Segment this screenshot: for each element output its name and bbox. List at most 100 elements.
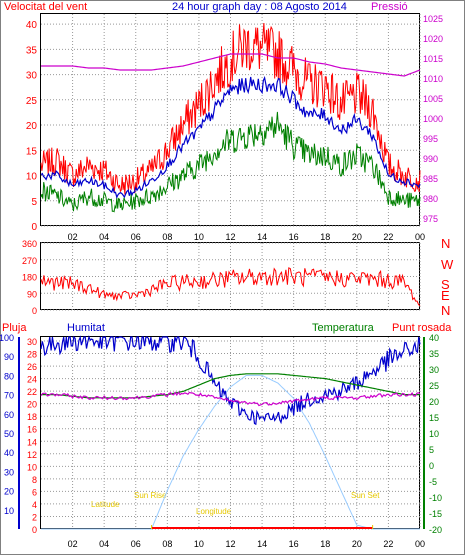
pressure-tick-label: 980 xyxy=(423,194,438,204)
rain-tick-label: 4 xyxy=(32,500,37,510)
time-tick-label: 00 xyxy=(415,232,425,242)
humidity-tick-label: 80 xyxy=(4,371,14,381)
time-tick-label: 20 xyxy=(352,232,362,242)
wind-average-series xyxy=(40,75,421,199)
wind-speed-tick-label: 0 xyxy=(31,222,37,233)
time-tick-label: 18 xyxy=(320,539,330,549)
humidity-tick-label: 60 xyxy=(4,410,14,420)
latitude-annotation: Latitude xyxy=(91,500,120,509)
time-tick-label: 02 xyxy=(68,232,78,242)
wind-speed-label: Velocitat del vent xyxy=(4,1,87,13)
rain-tick-label: 24 xyxy=(27,375,37,385)
temperature-tick-label: 40 xyxy=(429,333,439,343)
time-tick-label: 12 xyxy=(225,539,235,549)
direction-tick-label: 360 xyxy=(22,239,37,249)
dewpoint-series xyxy=(40,391,421,407)
temperature-tick-label: -10 xyxy=(429,493,442,503)
pressure-tick-label: 1010 xyxy=(423,74,443,84)
humidity-tick-label: 30 xyxy=(4,467,14,477)
pressure-series xyxy=(41,53,421,77)
time-tick-label: 22 xyxy=(383,232,393,242)
time-tick-label: 16 xyxy=(289,232,299,242)
pressure-tick-label: 975 xyxy=(423,214,438,224)
sunset-annotation: Sun Set xyxy=(351,491,380,500)
temperature-tick-label: 25 xyxy=(429,381,439,391)
time-tick-label: 14 xyxy=(257,539,267,549)
compass-south: S xyxy=(441,277,450,292)
temperature-tick-label: 20 xyxy=(429,397,439,407)
graph-title: 24 hour graph day : 08 Agosto 2014 xyxy=(172,1,347,13)
temperature-label: Temperatura xyxy=(312,322,375,334)
time-tick-label: 12 xyxy=(225,232,235,242)
humidity-tick-label: 70 xyxy=(4,391,14,401)
rain-tick-label: 14 xyxy=(27,437,37,447)
direction-tick-label: 0 xyxy=(32,306,37,316)
humidity-tick-label: 40 xyxy=(4,448,14,458)
temperature-tick-label: 10 xyxy=(429,429,439,439)
pressure-tick-label: 1005 xyxy=(423,94,443,104)
wind-speed-tick-label: 35 xyxy=(26,45,38,56)
pressure-tick-label: 985 xyxy=(423,174,438,184)
temperature-series xyxy=(41,373,420,399)
time-tick-label: 20 xyxy=(352,539,362,549)
time-tick-label: 06 xyxy=(131,232,141,242)
time-tick-label: 22 xyxy=(383,539,393,549)
temperature-tick-label: 35 xyxy=(429,349,439,359)
pressure-tick-label: 995 xyxy=(423,134,438,144)
compass-north-bottom: N xyxy=(441,303,450,318)
sunrise-annotation: Sun Rise xyxy=(134,491,167,500)
temperature-tick-label: 30 xyxy=(429,365,439,375)
wind-gust-series xyxy=(40,22,421,195)
time-tick-label: 10 xyxy=(194,539,204,549)
rain-tick-label: 16 xyxy=(27,425,37,435)
time-tick-label: 02 xyxy=(68,539,78,549)
pressure-tick-label: 1020 xyxy=(423,34,443,44)
temperature-tick-label: 15 xyxy=(429,413,439,423)
time-tick-label: 08 xyxy=(162,539,172,549)
direction-tick-label: 270 xyxy=(22,256,37,266)
rain-tick-label: 26 xyxy=(27,362,37,372)
direction-tick-label: 180 xyxy=(22,273,37,283)
wind-speed-tick-label: 25 xyxy=(26,96,38,107)
wind-direction-series xyxy=(40,267,421,307)
humidity-tick-label: 50 xyxy=(4,429,14,439)
pressure-label: Pressió xyxy=(371,1,408,13)
temperature-tick-label: -20 xyxy=(429,525,442,535)
pressure-tick-label: 1015 xyxy=(423,54,443,64)
humidity-tick-label: 100 xyxy=(0,333,14,343)
wind-low-series xyxy=(40,111,421,213)
wind-speed-tick-label: 10 xyxy=(26,172,38,183)
rain-tick-label: 18 xyxy=(27,412,37,422)
time-tick-label: 14 xyxy=(257,232,267,242)
longitude-annotation: Longitude xyxy=(196,507,232,516)
wind-speed-tick-label: 5 xyxy=(31,197,37,208)
humidity-tick-label: 90 xyxy=(4,352,14,362)
temperature-tick-label: 0 xyxy=(429,461,434,471)
rain-tick-label: 10 xyxy=(27,462,37,472)
humidity-tick-label: 20 xyxy=(4,487,14,497)
solar-series xyxy=(41,374,420,530)
time-tick-label: 00 xyxy=(415,539,425,549)
rain-tick-label: 30 xyxy=(27,337,37,347)
time-tick-label: 08 xyxy=(162,232,172,242)
rain-tick-label: 6 xyxy=(32,487,37,497)
dewpoint-label: Punt rosada xyxy=(392,322,452,334)
compass-west: W xyxy=(441,257,454,272)
rain-tick-label: 2 xyxy=(32,512,37,522)
temperature-tick-label: 5 xyxy=(429,445,434,455)
time-tick-label: 04 xyxy=(99,232,109,242)
humidity-tick-label: 10 xyxy=(4,506,14,516)
rain-tick-label: 8 xyxy=(32,475,37,485)
rain-tick-label: 20 xyxy=(27,400,37,410)
pressure-tick-label: 1000 xyxy=(423,114,443,124)
pressure-tick-label: 1025 xyxy=(423,14,443,24)
time-tick-label: 10 xyxy=(194,232,204,242)
time-tick-label: 16 xyxy=(289,539,299,549)
compass-north-top: N xyxy=(441,236,450,251)
humidity-label: Humitat xyxy=(67,322,105,334)
time-tick-label: 06 xyxy=(131,539,141,549)
temperature-tick-label: -15 xyxy=(429,509,442,519)
wind-speed-tick-label: 15 xyxy=(26,146,38,157)
